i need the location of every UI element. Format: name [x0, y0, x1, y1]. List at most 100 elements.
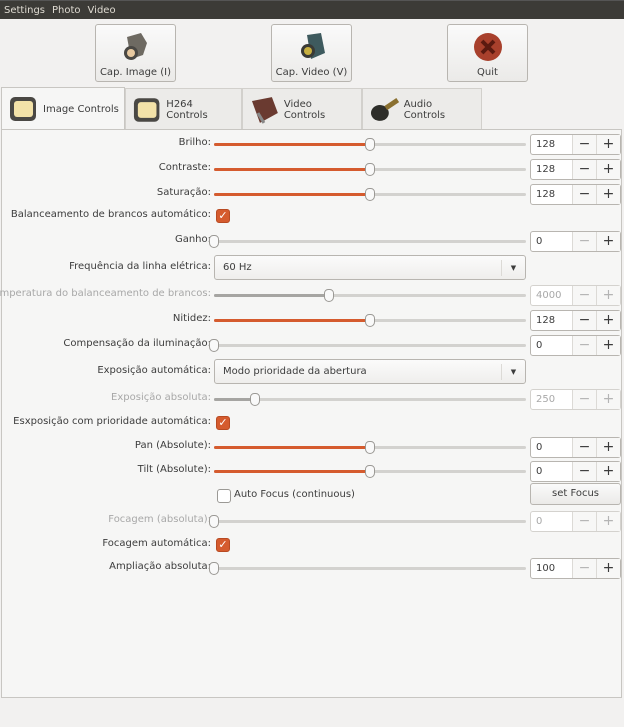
tab-image-controls[interactable]: Image Controls — [1, 87, 125, 130]
control-label: Focagem (absoluta): — [108, 514, 211, 525]
decrement-button[interactable]: − — [572, 311, 596, 330]
cap-video-button[interactable]: Cap. Video (V) — [271, 24, 352, 82]
increment-button[interactable]: + — [596, 135, 620, 154]
tab-h264-controls[interactable]: H264 Controls — [125, 88, 242, 130]
spin-value[interactable]: 128 — [536, 315, 556, 326]
checkbox[interactable] — [217, 489, 231, 503]
spin-button: 128 − + — [530, 134, 621, 155]
slider[interactable] — [214, 188, 526, 201]
checkbox[interactable]: ✓ — [216, 538, 230, 552]
slider[interactable] — [214, 465, 526, 478]
decrement-button[interactable]: − — [572, 160, 596, 179]
dropdown[interactable]: Modo prioridade da abertura ▼ — [214, 359, 526, 384]
checkbox-label[interactable]: Auto Focus (continuous) — [234, 489, 355, 500]
decrement-button[interactable]: − — [572, 438, 596, 457]
slider[interactable] — [214, 441, 526, 454]
checkbox[interactable]: ✓ — [216, 416, 230, 430]
slider[interactable] — [209, 562, 526, 575]
spin-value: 0 — [536, 516, 543, 527]
slider-fill — [214, 470, 370, 473]
spin-value: 4000 — [536, 290, 562, 301]
camera-icon — [123, 33, 147, 60]
slider-thumb — [249, 393, 260, 406]
tab-video-controls[interactable]: Video Controls — [242, 88, 362, 130]
slider-thumb[interactable] — [365, 188, 375, 201]
control-label: Contraste: — [158, 162, 211, 173]
menu-photo[interactable]: Photo — [52, 4, 81, 16]
slider[interactable] — [214, 138, 526, 151]
tab-audio-controls[interactable]: Audio Controls — [362, 88, 482, 130]
increment-button[interactable]: + — [596, 311, 620, 330]
spin-value[interactable]: 128 — [536, 164, 556, 175]
tab-bar: Image Controls H264 Controls Video Contr… — [1, 87, 482, 130]
checkbox[interactable]: ✓ — [216, 209, 230, 223]
increment-button[interactable]: + — [596, 185, 620, 204]
control-row: Nitidez: 128 − + — [2, 309, 622, 331]
spin-value[interactable]: 0 — [536, 466, 543, 477]
increment-button[interactable]: + — [596, 390, 620, 409]
dropdown-arrow-icon: ▼ — [501, 260, 525, 276]
slider-thumb — [209, 515, 219, 528]
control-row: Exposição automática: Modo prioridade da … — [2, 359, 622, 384]
slider[interactable] — [209, 235, 526, 248]
slider-thumb — [324, 289, 335, 302]
control-row: Focagem automática: ✓ — [2, 534, 622, 556]
slider-fill — [214, 446, 370, 449]
increment-button[interactable]: + — [596, 512, 620, 531]
slider-fill — [214, 193, 370, 196]
decrement-button[interactable]: − — [572, 232, 596, 251]
slider-thumb[interactable] — [365, 138, 375, 151]
decrement-button[interactable]: − — [572, 286, 596, 305]
increment-button[interactable]: + — [596, 438, 620, 457]
decrement-button[interactable]: − — [572, 336, 596, 355]
control-label: Exposição absoluta: — [111, 392, 211, 403]
spin-value[interactable]: 0 — [536, 236, 543, 247]
quit-button[interactable]: Quit — [447, 24, 528, 82]
slider-thumb[interactable] — [209, 235, 219, 248]
spin-value[interactable]: 128 — [536, 189, 556, 200]
slider[interactable] — [214, 314, 526, 327]
control-label: Temperatura do balanceamento de brancos: — [0, 288, 211, 299]
slider-fill — [214, 398, 255, 401]
decrement-button[interactable]: − — [572, 390, 596, 409]
control-row: Temperatura do balanceamento de brancos:… — [0, 284, 622, 306]
increment-button[interactable]: + — [596, 286, 620, 305]
spin-value[interactable]: 100 — [536, 563, 556, 574]
menu-bar: Settings Photo Video — [0, 0, 624, 19]
increment-button[interactable]: + — [596, 336, 620, 355]
spin-value[interactable]: 0 — [536, 340, 543, 351]
set-focus-button[interactable]: set Focus — [530, 483, 621, 505]
slider[interactable] — [214, 163, 526, 176]
decrement-button[interactable]: − — [572, 462, 596, 481]
increment-button[interactable]: + — [596, 160, 620, 179]
increment-button[interactable]: + — [596, 232, 620, 251]
decrement-button[interactable]: − — [572, 559, 596, 578]
slider[interactable] — [209, 339, 526, 352]
spin-button: 250 − + — [530, 389, 621, 410]
decrement-button[interactable]: − — [572, 135, 596, 154]
slider-thumb[interactable] — [209, 562, 219, 575]
slider-thumb[interactable] — [365, 314, 375, 327]
menu-settings[interactable]: Settings — [4, 4, 46, 16]
spin-value[interactable]: 128 — [536, 139, 556, 150]
spin-value[interactable]: 0 — [536, 442, 543, 453]
menu-video[interactable]: Video — [87, 4, 116, 16]
cap-image-button[interactable]: Cap. Image (I) — [95, 24, 176, 82]
spin-value: 250 — [536, 394, 556, 405]
decrement-button[interactable]: − — [572, 185, 596, 204]
spin-button: 128 − + — [530, 184, 621, 205]
control-label: Ampliação absoluta: — [109, 561, 211, 572]
slider-thumb[interactable] — [365, 465, 375, 478]
control-row: Tilt (Absolute): 0 − + — [2, 460, 622, 482]
dropdown[interactable]: 60 Hz ▼ — [214, 255, 526, 280]
slider-thumb[interactable] — [365, 163, 375, 176]
slider-thumb[interactable] — [365, 441, 375, 454]
control-row: Focagem (absoluta): 0 − + — [2, 510, 622, 532]
decrement-button[interactable]: − — [572, 512, 596, 531]
increment-button[interactable]: + — [596, 559, 620, 578]
dropdown-value: Modo prioridade da abertura — [223, 366, 367, 377]
increment-button[interactable]: + — [596, 462, 620, 481]
control-row: Auto Focus (continuous) set Focus — [2, 483, 622, 507]
slider-thumb[interactable] — [209, 339, 219, 352]
microphone-icon — [370, 97, 400, 121]
